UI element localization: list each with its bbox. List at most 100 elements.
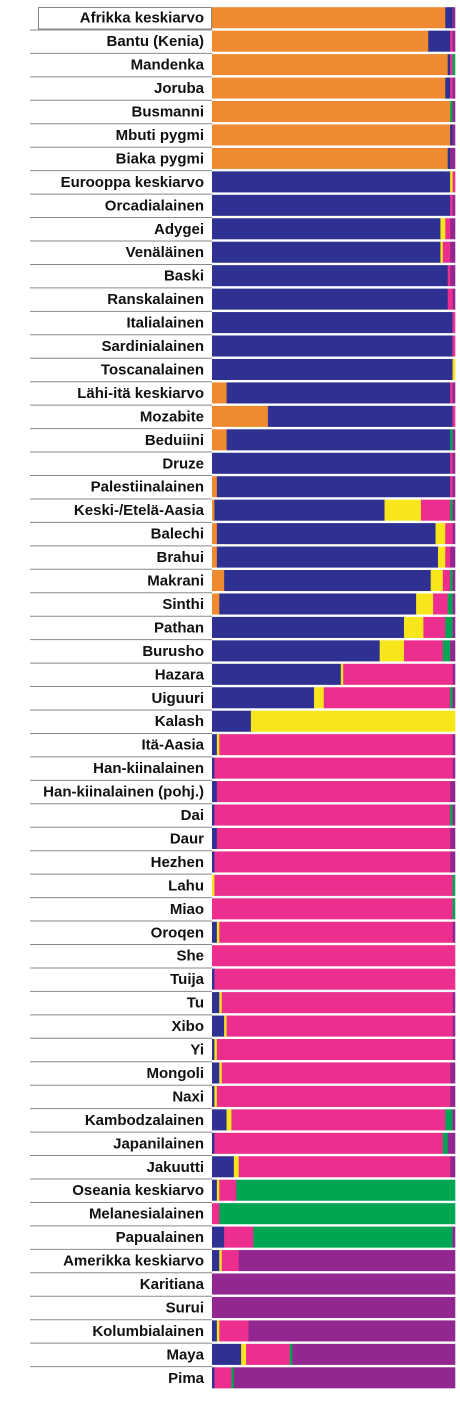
bar-segment-westeurasia <box>212 804 215 826</box>
bar-segment-america <box>452 499 456 521</box>
bar-segment-centralasia <box>314 687 325 709</box>
bar-segment-westeurasia <box>212 288 449 310</box>
bar-segment-centralasia <box>440 241 444 263</box>
bar-segment-oceania <box>231 1367 235 1389</box>
bar-segment-westeurasia <box>212 312 453 334</box>
row-label: Baski <box>164 268 204 285</box>
bar-segment-america <box>292 1343 456 1365</box>
bar-segment-eastasia <box>216 1039 453 1061</box>
bar-segment-america <box>452 921 456 943</box>
bar-segment-centralasia <box>219 1250 223 1272</box>
bar-segment-centralasia <box>224 1015 227 1037</box>
bar-segment-oceania <box>445 616 453 638</box>
bar-segment-america <box>452 288 456 310</box>
bar-segment-africa <box>212 54 449 76</box>
row-label: Miao <box>170 901 204 918</box>
bar-segment-oceania <box>447 593 453 615</box>
bar-segment-centralasia <box>216 921 220 943</box>
row-label: Maya <box>166 1346 204 1363</box>
bar-segment-westeurasia <box>212 687 315 709</box>
row-label: Joruba <box>154 80 205 97</box>
row-label: Druze <box>162 455 204 472</box>
bar-segment-centralasia <box>214 1039 218 1061</box>
bar-segment-eastasia <box>212 1203 220 1225</box>
bar-segment-america <box>452 593 456 615</box>
bar-segment-westeurasia <box>447 147 451 169</box>
bar-segment-america <box>450 241 456 263</box>
bar-segment-eastasia <box>231 1109 446 1131</box>
bar-segment-westeurasia <box>212 241 441 263</box>
bar-segment-westeurasia <box>212 616 405 638</box>
row-label: Afrikka keskiarvo <box>80 10 204 27</box>
bar-segment-america <box>452 1015 456 1037</box>
bar-segment-oceania <box>452 54 456 76</box>
bar-segment-centralasia <box>452 358 456 380</box>
bar-segment-westeurasia <box>212 663 342 685</box>
bar-segment-america <box>450 218 456 240</box>
bar-segment-eastasia <box>221 1250 240 1272</box>
row-label: Oseania keskiarvo <box>72 1182 204 1199</box>
bar-segment-eastasia <box>212 945 456 967</box>
bar-segment-eastasia <box>452 335 456 357</box>
bar-segment-centralasia <box>212 874 215 896</box>
bar-segment-westeurasia <box>219 593 417 615</box>
bar-segment-eastasia <box>226 1015 453 1037</box>
bar-segment-america <box>452 194 456 216</box>
bar-segment-westeurasia <box>267 405 453 427</box>
row-label: Adygei <box>154 221 204 238</box>
bar-segment-eastasia <box>450 452 453 474</box>
bar-segment-centralasia <box>216 734 220 756</box>
bar-segment-oceania <box>450 570 453 592</box>
bar-segment-america <box>452 429 456 451</box>
row-label: Naxi <box>172 1088 204 1105</box>
row-label: Makrani <box>147 573 204 590</box>
bar-segment-eastasia <box>323 687 451 709</box>
row-label: Han-kiinalainen (pohj.) <box>43 784 204 801</box>
bar-segment-westeurasia <box>212 1085 215 1107</box>
bar-segment-westeurasia <box>216 476 451 498</box>
row-label: Mandenka <box>131 57 205 74</box>
bar-segment-eastasia <box>214 757 453 779</box>
bar-segment-eastasia <box>450 476 453 498</box>
bar-segment-westeurasia <box>216 523 436 545</box>
bar-segment-eastasia <box>433 593 449 615</box>
row-label: Pathan <box>154 619 204 636</box>
bar-segment-oceania <box>219 1203 456 1225</box>
row-label: Kalash <box>155 713 204 730</box>
row-label: Papualainen <box>116 1229 204 1246</box>
bar-segment-eastasia <box>450 77 453 99</box>
bar-segment-eastasia <box>423 616 446 638</box>
bar-segment-westeurasia <box>212 921 218 943</box>
bar-segment-africa <box>212 405 269 427</box>
row-label: Sardinialainen <box>101 338 204 355</box>
bar-segment-eastasia <box>219 734 453 756</box>
bar-segment-america <box>452 523 456 545</box>
bar-segment-westeurasia <box>212 781 218 803</box>
row-label: Lahu <box>168 877 204 894</box>
bar-segment-westeurasia <box>212 1132 215 1154</box>
bar-segment-westeurasia <box>445 7 453 29</box>
bar-segment-eastasia <box>447 288 453 310</box>
bar-segment-westeurasia <box>447 54 451 76</box>
bar-segment-centralasia <box>384 499 422 521</box>
bar-segment-africa <box>212 570 225 592</box>
bar-segment-eastasia <box>445 546 451 568</box>
bar-segment-westeurasia <box>216 546 439 568</box>
bar-segment-america <box>450 827 456 849</box>
row-label: Beduiini <box>145 432 204 449</box>
bar-segment-westeurasia <box>212 1109 227 1131</box>
bar-segment-eastasia <box>214 804 451 826</box>
bar-segment-centralasia <box>219 1062 223 1084</box>
bar-segment-oceania <box>445 1109 453 1131</box>
bar-segment-westeurasia <box>212 734 218 756</box>
bar-segment-centralasia <box>450 171 453 193</box>
bar-segment-westeurasia <box>212 1320 218 1342</box>
bar-segment-eastasia <box>238 1156 451 1178</box>
bar-segment-america <box>450 1062 456 1084</box>
bar-segment-eastasia <box>442 241 451 263</box>
row-label: Jakuutti <box>146 1159 204 1176</box>
bar-segment-america <box>452 570 456 592</box>
bar-segment-westeurasia <box>212 827 218 849</box>
row-label: Dai <box>181 807 204 824</box>
bar-segment-oceania <box>289 1343 293 1365</box>
